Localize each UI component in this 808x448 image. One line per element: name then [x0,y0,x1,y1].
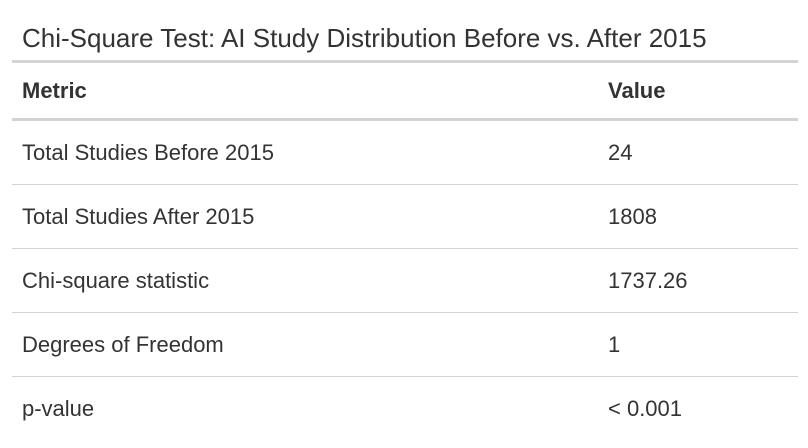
value-cell: < 0.001 [608,395,683,421]
metric-cell: p-value [22,395,95,421]
metric-cell: Chi-square statistic [12,248,598,313]
table-row: Degrees of Freedom 1 [12,312,798,377]
table-row: Chi-square statistic 1737.26 [12,248,798,313]
value-cell: 1808 [598,184,798,249]
table-caption: Chi-Square Test: AI Study Distribution B… [22,23,707,53]
metric-cell: Degrees of Freedom [12,312,598,377]
column-header-value: Value [598,61,798,121]
value-cell: 1 [598,312,798,377]
table-row: Total Studies Before 2015 24 [12,119,798,185]
results-table-container: Chi-Square Test: AI Study Distribution B… [12,16,798,440]
metric-cell: Total Studies After 2015 [12,184,598,249]
metric-cell: Total Studies Before 2015 [12,119,598,185]
value-cell: 24 [598,119,798,185]
header-row: Metric Value [12,61,798,121]
value-cell: 1737.26 [598,248,798,313]
table-body: Total Studies Before 2015 24 Total Studi… [12,119,798,441]
column-header-metric: Metric [12,61,598,121]
table-row: Total Studies After 2015 1808 [12,184,798,249]
table-header: Metric Value [12,61,798,121]
results-table: Metric Value Total Studies Before 2015 2… [12,60,798,440]
table-row: p-value < 0.001 [12,377,798,441]
